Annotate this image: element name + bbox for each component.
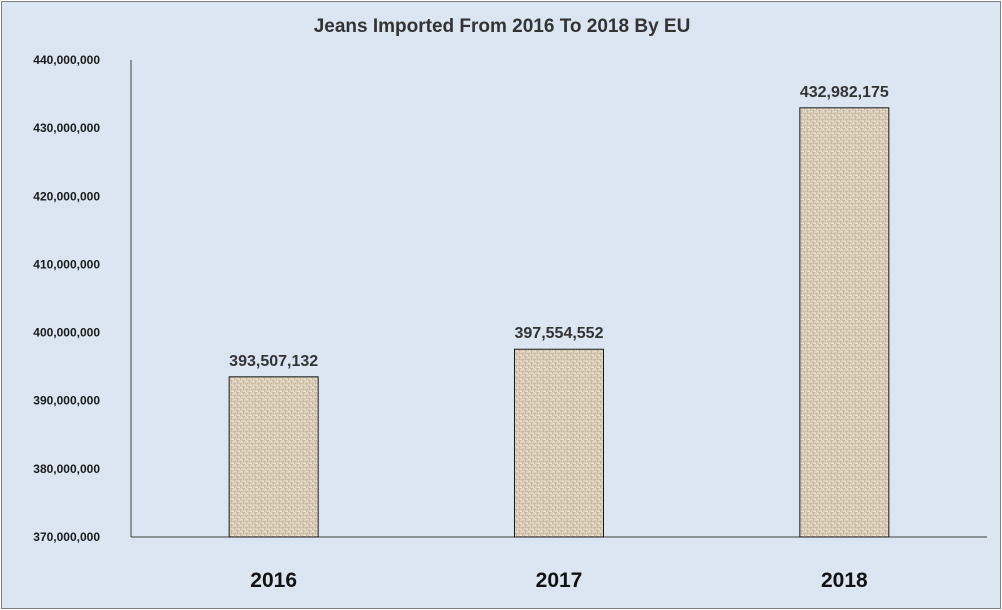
bars	[228, 107, 890, 538]
y-axis: 370,000,000 380,000,000 390,000,000 400,000…	[33, 53, 132, 544]
y-tick-label: 390,000,000	[33, 394, 100, 408]
y-tick-label: 400,000,000	[33, 326, 100, 340]
chart-title: Jeans Imported From 2016 To 2018 By EU	[313, 16, 691, 37]
y-tick-label: 370,000,000	[33, 530, 100, 544]
x-axis: 2016 2017 2018	[131, 536, 987, 592]
x-tick-label-2017: 2017	[536, 569, 583, 592]
bar-2017	[514, 348, 604, 538]
bar-2016	[228, 376, 319, 538]
data-label-2018: 432,982,175	[800, 84, 889, 101]
data-labels: 393,507,132 397,554,552 432,982,175	[229, 84, 889, 370]
y-tick-label: 410,000,000	[33, 257, 100, 271]
data-label-2017: 397,554,552	[515, 325, 604, 342]
y-tick-label: 440,000,000	[33, 53, 100, 67]
y-tick-label: 420,000,000	[33, 189, 100, 203]
x-tick-label-2018: 2018	[821, 569, 868, 592]
x-tick-label-2016: 2016	[250, 569, 297, 592]
y-tick-label: 380,000,000	[33, 462, 100, 476]
data-label-2016: 393,507,132	[229, 353, 318, 370]
y-tick-label: 430,000,000	[33, 121, 100, 135]
bar-2018	[799, 107, 890, 538]
